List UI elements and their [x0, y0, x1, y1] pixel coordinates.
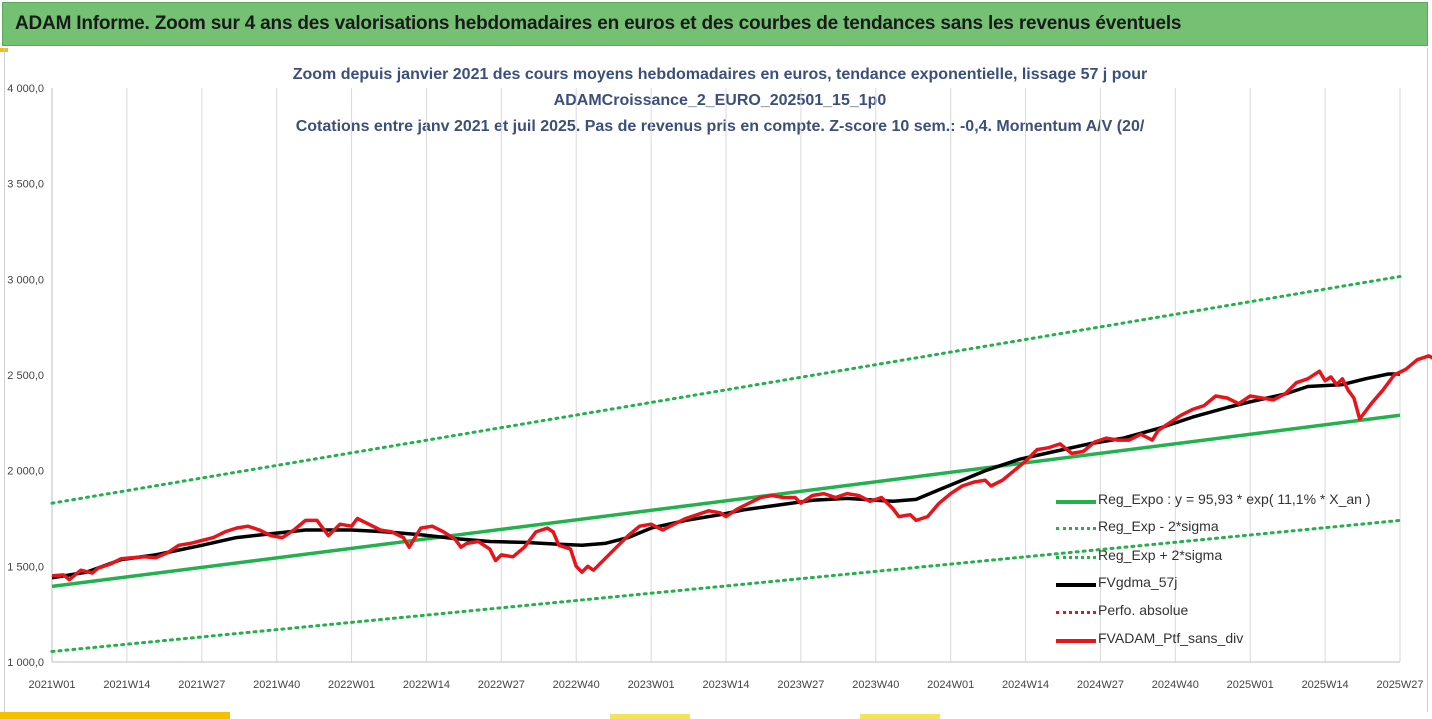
- y-tick-label: 4 000,0: [7, 83, 44, 95]
- chart-title-line-3: Cotations entre janv 2021 et juil 2025. …: [295, 118, 1145, 135]
- y-tick-label: 3 500,0: [7, 179, 44, 191]
- accent-bar-bottom-mid-2: [860, 714, 940, 719]
- legend-label: Perfo. absolue: [1098, 602, 1189, 618]
- x-tick-label: 2023W14: [702, 679, 749, 691]
- report-banner: ADAM Informe. Zoom sur 4 ans des valoris…: [2, 2, 1428, 46]
- legend-swatch: [1056, 611, 1096, 614]
- report-title: ADAM Informe. Zoom sur 4 ans des valoris…: [15, 13, 1182, 34]
- legend-swatch: [1056, 556, 1096, 559]
- series-line-solid-black: [51, 372, 1400, 580]
- legend-label: Reg_Exp - 2*sigma: [1098, 518, 1219, 534]
- x-tick-label: 2023W27: [777, 679, 824, 691]
- accent-bar-bottom-mid: [610, 714, 690, 719]
- chart-frame: [4, 48, 1428, 712]
- x-axis: 2021W01 2021W14 2021W27 2021W40 2022W01 2022W…: [28, 661, 1424, 691]
- y-tick-label: 2 500,0: [7, 370, 44, 382]
- legend-label: FVgdma_57j: [1098, 574, 1178, 590]
- x-tick-label: 2024W01: [927, 679, 974, 691]
- x-tick-label: 2023W40: [852, 679, 899, 691]
- legend-swatch: [1056, 527, 1096, 530]
- legend-swatch: [1056, 639, 1096, 643]
- legend-label: FVADAM_Ptf_sans_div: [1098, 630, 1244, 646]
- y-tick-label: 1 000,0: [7, 657, 44, 669]
- x-tick-label: 2022W27: [478, 679, 525, 691]
- x-tick-label: 2024W14: [1002, 679, 1049, 691]
- series-line-solid-green: [51, 413, 1401, 589]
- y-tick-label: 2 000,0: [7, 466, 44, 478]
- legend-swatch: [1056, 500, 1096, 504]
- legend-label: Reg_Expo : y = 95,93 * exp( 11,1% * X_an…: [1098, 491, 1371, 507]
- x-tick-label: 2022W01: [328, 679, 375, 691]
- chart-title-line-2: ADAMCroissance_2_EURO_202501_15_1p0: [553, 92, 887, 109]
- series-line-dotted-green: [50, 518, 1402, 653]
- x-tick-label: 2021W01: [28, 679, 75, 691]
- x-tick-label: 2022W14: [403, 679, 450, 691]
- legend-swatch: [1056, 583, 1096, 587]
- x-tick-label: 2025W14: [1302, 679, 1349, 691]
- x-tick-label: 2022W40: [553, 679, 600, 691]
- x-tick-label: 2024W40: [1152, 679, 1199, 691]
- legend-label: Reg_Exp + 2*sigma: [1098, 547, 1223, 563]
- y-tick-label: 1 500,0: [7, 561, 44, 573]
- x-tick-label: 2025W27: [1376, 679, 1423, 691]
- chart-title-line-1: Zoom depuis janvier 2021 des cours moyen…: [292, 66, 1148, 83]
- x-tick-label: 2021W14: [103, 679, 150, 691]
- y-tick-label: 3 000,0: [7, 274, 44, 286]
- plot-area: [50, 275, 1432, 653]
- series-line-solid-red: [51, 354, 1432, 582]
- x-tick-label: 2023W01: [628, 679, 675, 691]
- x-tick-label: 2021W27: [178, 679, 225, 691]
- y-axis: 1 000,0 1 500,0 2 000,0 2 500,0 3 000,0 3 500…: [7, 83, 53, 669]
- accent-bar-bottom: [0, 712, 230, 719]
- chart-grid: [51, 88, 1401, 662]
- x-tick-label: 2021W40: [253, 679, 300, 691]
- x-tick-label: 2025W01: [1227, 679, 1274, 691]
- x-tick-label: 2024W27: [1077, 679, 1124, 691]
